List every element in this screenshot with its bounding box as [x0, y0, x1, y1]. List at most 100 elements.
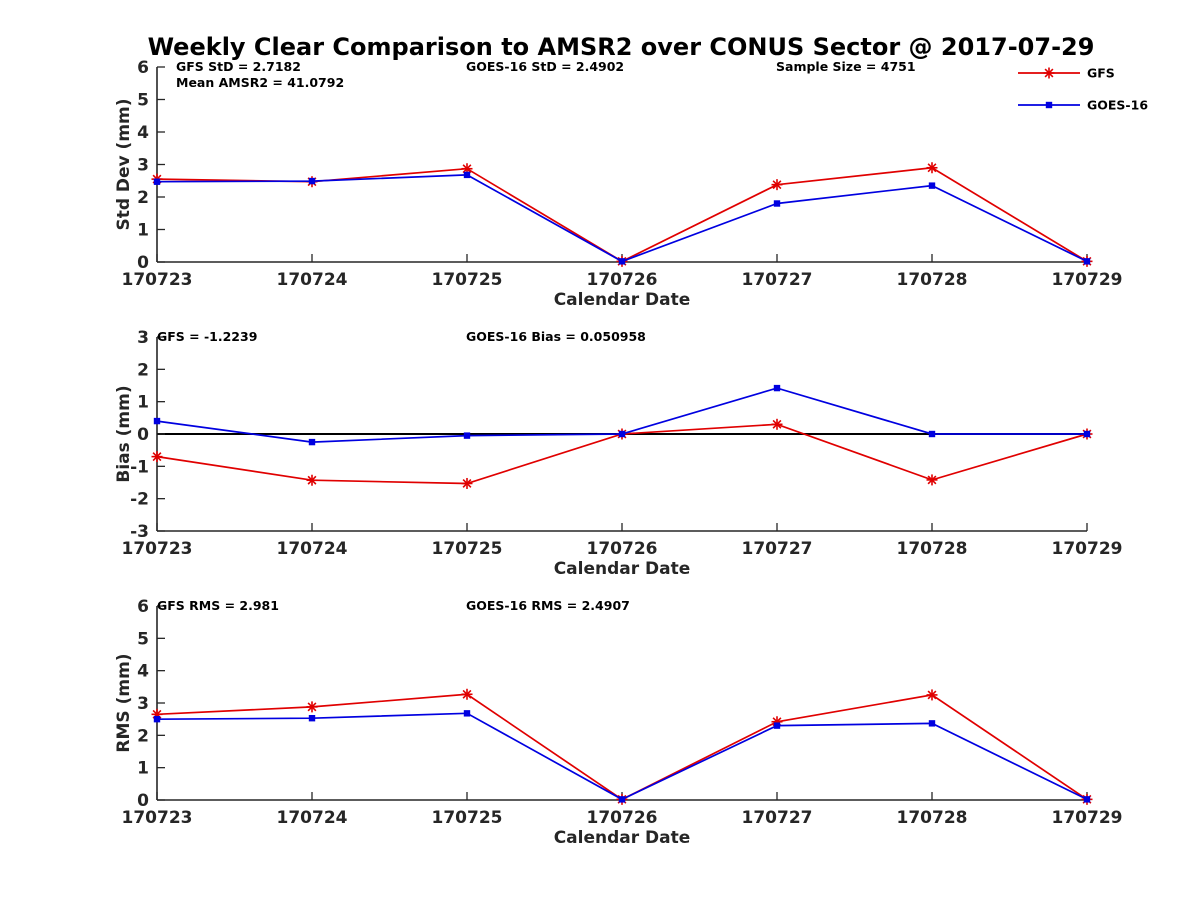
x-tick-label: 170725	[432, 539, 503, 559]
y-tick-label: 1	[137, 221, 149, 241]
series-gfs	[151, 162, 1093, 267]
y-tick-label: 6	[137, 58, 149, 78]
data-point	[463, 171, 471, 179]
data-point	[306, 474, 318, 486]
data-point	[926, 689, 938, 701]
annotation: GFS RMS = 2.981	[157, 598, 279, 613]
data-point	[1083, 796, 1091, 803]
x-tick-label: 170724	[277, 270, 348, 290]
data-point	[618, 796, 626, 803]
x-axis-label: Calendar Date	[554, 290, 691, 310]
data-point	[308, 177, 316, 185]
annotation: GOES-16 StD = 2.4902	[466, 59, 624, 74]
y-tick-label: 4	[137, 123, 149, 143]
series-goes-16	[153, 384, 1091, 446]
y-tick-label: 0	[137, 253, 149, 273]
annotation: GFS StD = 2.7182	[176, 59, 301, 74]
x-tick-label: 170725	[432, 270, 503, 290]
series-gfs	[151, 688, 1093, 805]
legend-label: GFS	[1087, 66, 1115, 81]
y-axis-label: Bias (mm)	[114, 385, 134, 482]
panel-std: 0 1 2 3 4 5 6 170723 170724 170725 170726 170727 170…	[114, 58, 1122, 310]
y-tick-label: 2	[137, 188, 149, 208]
data-point	[771, 418, 783, 430]
legend-marker	[1043, 67, 1055, 79]
data-point	[773, 722, 781, 729]
data-point	[461, 688, 473, 700]
x-axis-label: Calendar Date	[554, 828, 691, 848]
legend: GFS GOES-16	[1018, 66, 1148, 113]
y-tick-label: 2	[137, 726, 149, 746]
x-tick-label: 170726	[587, 270, 658, 290]
y-tick-label: -1	[130, 457, 149, 477]
x-tick-label: 170728	[897, 539, 968, 559]
data-point	[618, 258, 626, 265]
data-point	[618, 430, 626, 438]
x-tick-label: 170726	[587, 539, 658, 559]
y-tick-label: 4	[137, 662, 149, 682]
x-tick-label: 170729	[1052, 270, 1123, 290]
x-tick-label: 170728	[897, 270, 968, 290]
data-point	[773, 384, 781, 392]
data-point	[463, 432, 471, 439]
data-point	[928, 720, 936, 727]
data-point	[773, 200, 781, 207]
annotation: GOES-16 RMS = 2.4907	[466, 598, 630, 613]
x-tick-label: 170727	[742, 270, 813, 290]
x-tick-label: 170727	[742, 539, 813, 559]
panel-rms: 0 1 2 3 4 5 6 170723 170724 170725 170726 170727 170…	[114, 597, 1122, 848]
data-point	[153, 715, 161, 723]
x-axis-label: Calendar Date	[554, 559, 691, 579]
x-tick-label: 170725	[432, 808, 503, 828]
y-tick-label: 3	[137, 328, 149, 348]
y-tick-label: 5	[137, 629, 149, 649]
x-tick-label: 170723	[122, 270, 193, 290]
y-tick-label: 0	[137, 791, 149, 811]
x-tick-label: 170727	[742, 808, 813, 828]
x-tick-label: 170723	[122, 539, 193, 559]
y-tick-label: 6	[137, 597, 149, 617]
data-point	[461, 163, 473, 175]
x-tick-label: 170724	[277, 808, 348, 828]
data-point	[1083, 258, 1091, 265]
series-line	[156, 174, 1088, 263]
series-gfs	[151, 418, 1093, 489]
x-tick-label: 170726	[587, 808, 658, 828]
x-tick-label: 170728	[897, 808, 968, 828]
y-tick-label: -3	[130, 522, 149, 542]
legend-item-gfs: GFS	[1018, 66, 1115, 81]
data-point	[926, 162, 938, 174]
data-point	[463, 710, 471, 717]
data-point	[153, 178, 161, 185]
y-tick-label: -2	[130, 490, 149, 510]
y-tick-label: 1	[137, 759, 149, 779]
panels: 0 1 2 3 4 5 6 170723 170724 170725 170726 170727 170…	[114, 58, 1122, 848]
y-axis-label: RMS (mm)	[114, 653, 134, 752]
legend-marker	[1045, 101, 1053, 109]
x-tick-label: 170724	[277, 539, 348, 559]
x-tick-label: 170723	[122, 808, 193, 828]
y-tick-label: 1	[137, 393, 149, 413]
y-tick-label: 3	[137, 156, 149, 176]
series-goes-16	[153, 171, 1091, 265]
data-point	[928, 182, 936, 189]
data-point	[306, 701, 318, 713]
panel-bias: -3 -2 -1 0 1 2 3 170723 170724 170725 170726 170727…	[114, 328, 1122, 579]
y-tick-label: 0	[137, 425, 149, 445]
series-goes-16	[153, 710, 1091, 803]
data-point	[151, 451, 163, 463]
legend-label: GOES-16	[1087, 98, 1148, 113]
series-line	[156, 693, 1088, 801]
annotation: GOES-16 Bias = 0.050958	[466, 329, 646, 344]
data-point	[1083, 430, 1091, 438]
y-axis-label: Std Dev (mm)	[114, 98, 134, 230]
data-point	[308, 438, 316, 446]
legend-item-goes-16: GOES-16	[1018, 98, 1148, 113]
data-point	[926, 474, 938, 486]
figure-title: Weekly Clear Comparison to AMSR2 over CO…	[148, 33, 1095, 61]
data-point	[771, 179, 783, 191]
series-line	[156, 712, 1088, 801]
annotation: Sample Size = 4751	[776, 59, 916, 74]
data-point	[308, 714, 316, 722]
